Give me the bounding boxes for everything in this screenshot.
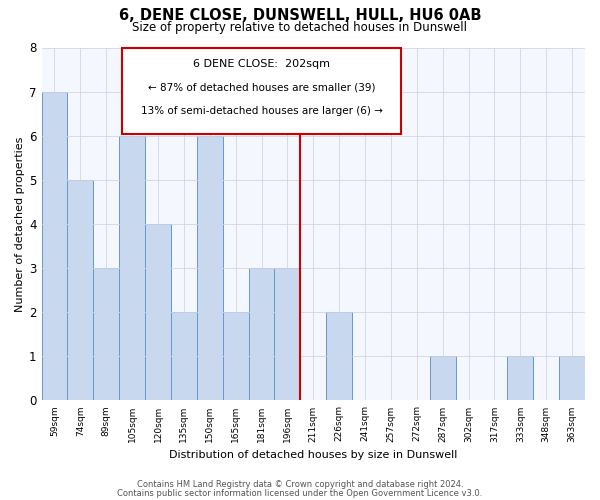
Bar [41, 92, 67, 401]
Text: 6 DENE CLOSE:  202sqm: 6 DENE CLOSE: 202sqm [193, 60, 330, 70]
FancyBboxPatch shape [122, 48, 401, 134]
Bar [326, 312, 352, 400]
Bar [197, 136, 223, 400]
Text: Contains HM Land Registry data © Crown copyright and database right 2024.: Contains HM Land Registry data © Crown c… [137, 480, 463, 489]
Bar [67, 180, 93, 400]
Y-axis label: Number of detached properties: Number of detached properties [15, 136, 25, 312]
Bar [223, 312, 248, 400]
Text: Contains public sector information licensed under the Open Government Licence v3: Contains public sector information licen… [118, 488, 482, 498]
Bar [145, 224, 171, 400]
Text: 6, DENE CLOSE, DUNSWELL, HULL, HU6 0AB: 6, DENE CLOSE, DUNSWELL, HULL, HU6 0AB [119, 8, 481, 22]
Bar [171, 312, 197, 400]
Bar [274, 268, 301, 400]
Bar [430, 356, 455, 401]
Bar [93, 268, 119, 400]
Text: 13% of semi-detached houses are larger (6) →: 13% of semi-detached houses are larger (… [140, 106, 382, 117]
Bar [559, 356, 585, 401]
Bar [508, 356, 533, 401]
X-axis label: Distribution of detached houses by size in Dunswell: Distribution of detached houses by size … [169, 450, 457, 460]
Text: Size of property relative to detached houses in Dunswell: Size of property relative to detached ho… [133, 21, 467, 34]
Bar [248, 268, 274, 400]
Bar [119, 136, 145, 400]
Text: ← 87% of detached houses are smaller (39): ← 87% of detached houses are smaller (39… [148, 82, 375, 92]
